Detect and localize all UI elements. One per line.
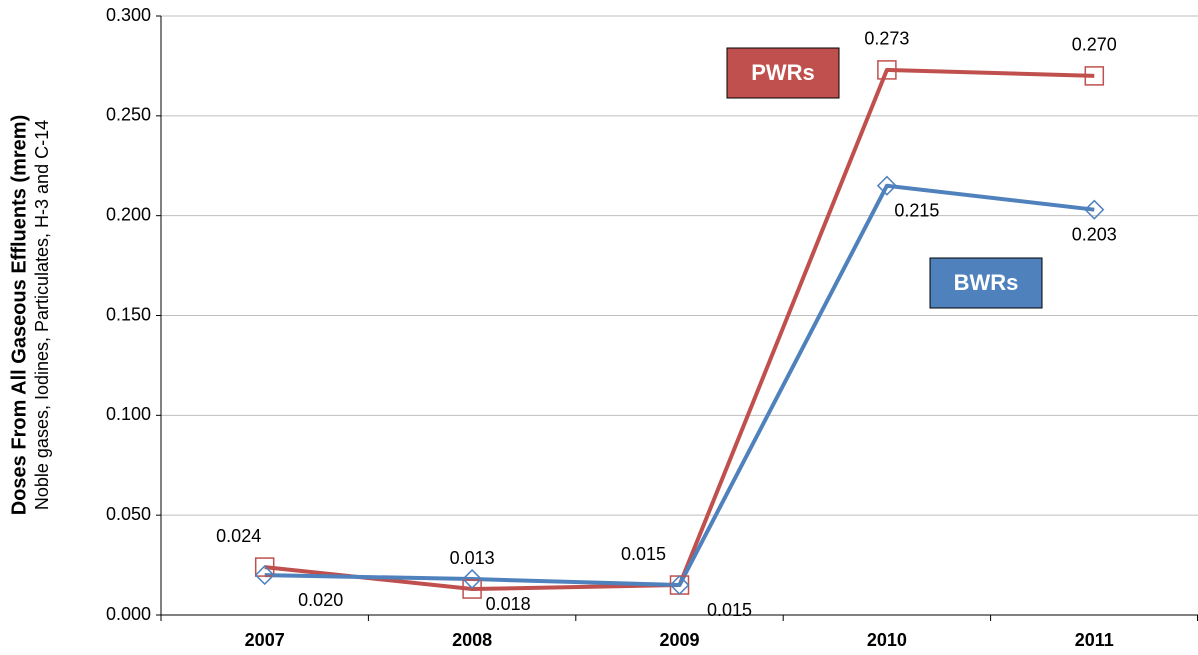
y-tick-label: 0.300 bbox=[106, 5, 151, 25]
data-label: 0.015 bbox=[621, 544, 666, 564]
legend-label: BWRs bbox=[954, 270, 1019, 295]
data-label: 0.215 bbox=[894, 200, 939, 220]
y-axis-title: Doses From All Gaseous Effluents (mrem) bbox=[8, 115, 30, 515]
y-tick-label: 0.000 bbox=[106, 604, 151, 624]
series-line bbox=[264, 67, 1095, 592]
legend-box bbox=[726, 47, 840, 99]
marker bbox=[462, 579, 482, 599]
x-tick-label: 2010 bbox=[867, 630, 907, 650]
y-tick-label: 0.050 bbox=[106, 504, 151, 524]
data-label: 0.024 bbox=[216, 526, 261, 546]
y-axis-subtitle: Noble gases, Iodines, Particulates, H-3 … bbox=[32, 120, 52, 510]
legend-label: PWRs bbox=[751, 60, 815, 85]
y-tick-label: 0.150 bbox=[106, 304, 151, 324]
data-label: 0.203 bbox=[1072, 224, 1117, 244]
marker bbox=[876, 175, 897, 196]
data-label: 0.270 bbox=[1072, 35, 1117, 55]
x-tick-label: 2007 bbox=[245, 630, 285, 650]
marker bbox=[877, 60, 897, 80]
y-tick-label: 0.100 bbox=[106, 404, 151, 424]
x-tick-label: 2009 bbox=[659, 630, 699, 650]
data-label: 0.015 bbox=[707, 600, 752, 620]
marker bbox=[462, 568, 483, 590]
legend-box bbox=[929, 257, 1043, 309]
marker bbox=[254, 565, 275, 586]
marker bbox=[1084, 199, 1105, 220]
series-line bbox=[264, 183, 1095, 588]
x-tick-label: 2011 bbox=[1075, 630, 1114, 650]
x-tick-label: 2008 bbox=[452, 630, 492, 650]
marker bbox=[254, 557, 275, 577]
y-tick-label: 0.250 bbox=[106, 105, 151, 125]
y-tick-label: 0.200 bbox=[106, 204, 151, 224]
data-label: 0.013 bbox=[450, 548, 495, 568]
data-label: 0.020 bbox=[298, 590, 343, 610]
data-label: 0.018 bbox=[486, 594, 531, 614]
marker bbox=[669, 574, 690, 596]
data-label: 0.273 bbox=[864, 29, 909, 49]
marker bbox=[1084, 66, 1105, 86]
